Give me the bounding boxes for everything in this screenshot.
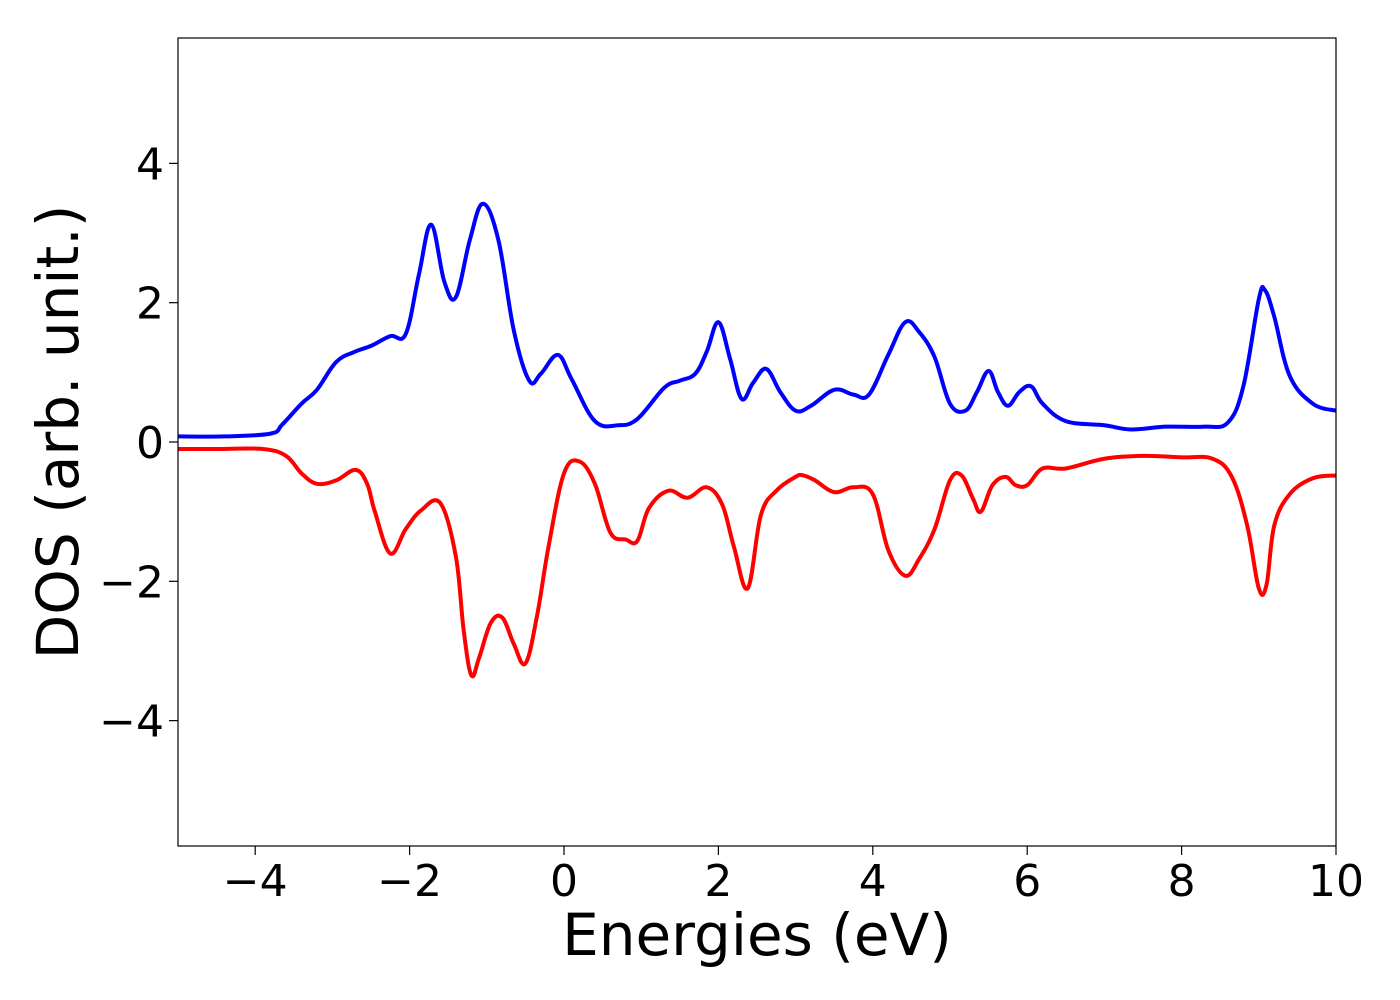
x-tick-label: 6 xyxy=(1013,856,1041,907)
y-tick-label: 2 xyxy=(136,279,164,330)
x-tick-label: 8 xyxy=(1168,856,1196,907)
y-tick-label: 4 xyxy=(136,139,164,190)
x-tick-label: 10 xyxy=(1308,856,1364,907)
y-tick-label: −4 xyxy=(99,697,164,748)
series-line-blue xyxy=(178,201,1336,439)
x-tick-label: 2 xyxy=(704,856,732,907)
x-axis-title: Energies (eV) xyxy=(562,901,952,969)
y-axis-title: DOS (arb. unit.) xyxy=(24,205,92,660)
y-tick-label: −2 xyxy=(99,557,164,608)
x-tick-label: 4 xyxy=(859,856,887,907)
x-tick-label: 0 xyxy=(550,856,578,907)
y-axis: −4 −2 0 2 4 xyxy=(99,139,178,748)
x-tick-label: −2 xyxy=(377,856,442,907)
plot-area xyxy=(178,201,1336,679)
y-tick-label: 0 xyxy=(136,418,164,469)
x-axis: −4 −2 0 2 4 6 8 10 xyxy=(223,846,1364,907)
series-line-red xyxy=(178,446,1336,679)
x-tick-label: −4 xyxy=(223,856,288,907)
